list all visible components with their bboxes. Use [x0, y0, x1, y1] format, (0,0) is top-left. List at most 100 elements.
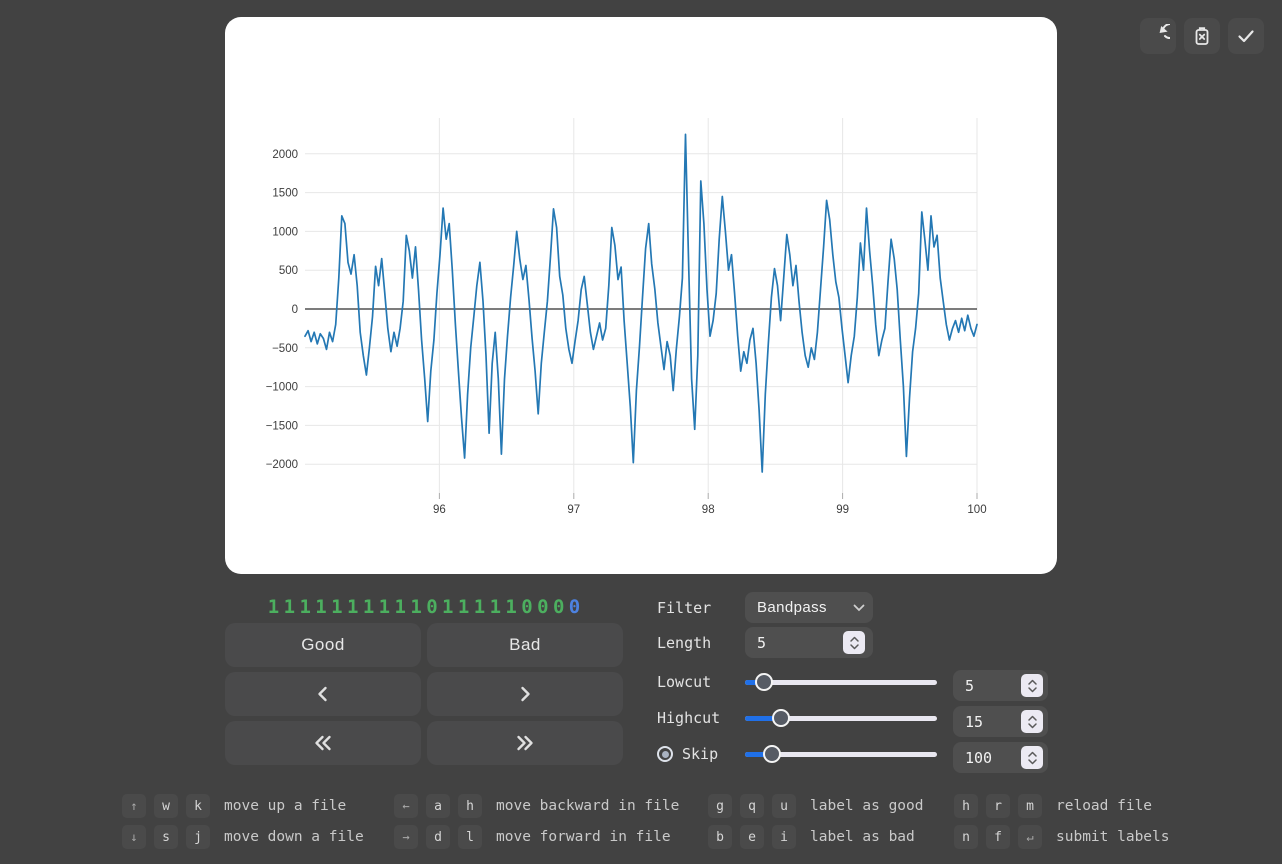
label-digit: 1: [489, 595, 502, 618]
bad-button[interactable]: Bad: [427, 623, 623, 667]
shortcut-group: b e i label as bad: [708, 825, 954, 849]
highcut-slider-fill: [745, 716, 782, 721]
keycap: a: [426, 794, 450, 818]
skip-label: Skip: [682, 745, 719, 763]
lowcut-slider-fill: [745, 680, 765, 685]
lowcut-label: Lowcut: [657, 673, 712, 691]
shortcut-desc: move backward in file: [496, 798, 680, 814]
keycap: r: [986, 794, 1010, 818]
skip-value-input[interactable]: 100: [953, 742, 1048, 773]
keyboard-shortcuts: ↑ w k move up a file ← a h move backward in fil…: [122, 794, 1170, 849]
check-icon: [1238, 30, 1254, 43]
chevron-down-icon: [853, 604, 865, 611]
label-digit: 1: [299, 595, 311, 618]
lowcut-value: 5: [965, 676, 975, 695]
keycap: l: [458, 825, 482, 849]
lowcut-spinner[interactable]: [1021, 674, 1043, 697]
length-value: 5: [757, 633, 767, 652]
keycap: g: [708, 794, 732, 818]
keycap: ←: [394, 794, 418, 818]
shortcut-desc: label as bad: [810, 829, 915, 845]
skip-slider-thumb[interactable]: [762, 745, 781, 763]
lowcut-slider-thumb[interactable]: [755, 673, 774, 691]
spinner-arrows-icon: [1027, 679, 1037, 692]
highcut-value-input[interactable]: 15: [953, 706, 1048, 737]
label-digit: 0: [568, 595, 581, 618]
svg-text:97: 97: [567, 504, 580, 516]
label-digit: 1: [346, 595, 359, 618]
confirm-button[interactable]: [1228, 18, 1264, 54]
shortcut-desc: reload file: [1056, 798, 1153, 814]
svg-text:−1000: −1000: [266, 382, 298, 394]
skip-slider-track[interactable]: [745, 752, 937, 757]
lowcut-slider[interactable]: [745, 673, 937, 691]
spinner-arrows-icon: [1027, 751, 1037, 764]
keycap: i: [772, 825, 796, 849]
shortcut-desc: move forward in file: [496, 829, 671, 845]
double-chevron-right-icon: [517, 735, 533, 751]
skip-spinner[interactable]: [1021, 746, 1043, 769]
highcut-slider[interactable]: [745, 709, 937, 727]
shortcut-desc: move down a file: [224, 829, 364, 845]
lowcut-value-input[interactable]: 5: [953, 670, 1048, 701]
shortcut-group: h r m reload file: [954, 794, 1170, 818]
prev-button[interactable]: [225, 672, 421, 716]
svg-text:99: 99: [836, 504, 849, 516]
refresh-button[interactable]: [1140, 18, 1176, 54]
good-button[interactable]: Good: [225, 623, 421, 667]
skip-slider[interactable]: [745, 745, 937, 763]
shortcut-desc: label as good: [810, 798, 924, 814]
skip-value: 100: [965, 748, 993, 767]
highcut-slider-thumb[interactable]: [772, 709, 791, 727]
toolbar: [1140, 18, 1264, 54]
keycap: u: [772, 794, 796, 818]
keycap: m: [1018, 794, 1042, 818]
chevron-left-icon: [318, 686, 327, 702]
filter-select[interactable]: Bandpass: [745, 592, 873, 623]
svg-text:100: 100: [967, 504, 986, 516]
label-digit: 1: [505, 595, 517, 618]
keycap: ↓: [122, 825, 146, 849]
skip-radio-dot: [661, 750, 669, 758]
svg-text:2000: 2000: [272, 149, 298, 161]
filter-select-value: Bandpass: [757, 599, 827, 616]
signal-plot-card: −2000 −1500 −1000 −500 0 500 1000 1500 2000 96 97 9…: [225, 17, 1057, 574]
length-spinner[interactable]: [843, 631, 865, 654]
label-digit: 0: [552, 595, 565, 618]
keycap: b: [708, 825, 732, 849]
trash-x-icon: [1195, 27, 1209, 45]
discard-button[interactable]: [1184, 18, 1220, 54]
label-digit: 1: [362, 595, 375, 618]
action-buttons: Good Bad: [225, 623, 623, 765]
length-label: Length: [657, 633, 712, 652]
skip-radio[interactable]: [657, 746, 673, 762]
filter-label: Filter: [657, 598, 712, 617]
label-digit: 1: [457, 595, 470, 618]
keycap: h: [458, 794, 482, 818]
svg-text:−500: −500: [272, 343, 298, 355]
chevron-right-icon: [521, 686, 530, 702]
spinner-arrows-icon: [849, 636, 859, 649]
label-digit: 1: [267, 595, 280, 618]
shortcut-group: ↑ w k move up a file: [122, 794, 394, 818]
length-input[interactable]: 5: [745, 627, 873, 658]
spinner-arrows-icon: [1027, 715, 1037, 728]
label-digit: 0: [537, 595, 549, 618]
first-button[interactable]: [225, 721, 421, 765]
label-digit: 1: [378, 595, 391, 618]
shortcut-group: → d l move forward in file: [394, 825, 708, 849]
svg-text:−2000: −2000: [266, 459, 298, 471]
label-digit: 1: [473, 595, 486, 618]
highcut-spinner[interactable]: [1021, 710, 1043, 733]
highcut-slider-track[interactable]: [745, 716, 937, 721]
keycap: j: [186, 825, 210, 849]
label-digit: 1: [331, 595, 343, 618]
last-button[interactable]: [427, 721, 623, 765]
label-digit: 1: [394, 595, 406, 618]
next-button[interactable]: [427, 672, 623, 716]
label-digit: 0: [426, 595, 438, 618]
lowcut-slider-track[interactable]: [745, 680, 937, 685]
signal-line-chart: −2000 −1500 −1000 −500 0 500 1000 1500 2000 96 97 9…: [266, 118, 987, 516]
keycap: d: [426, 825, 450, 849]
